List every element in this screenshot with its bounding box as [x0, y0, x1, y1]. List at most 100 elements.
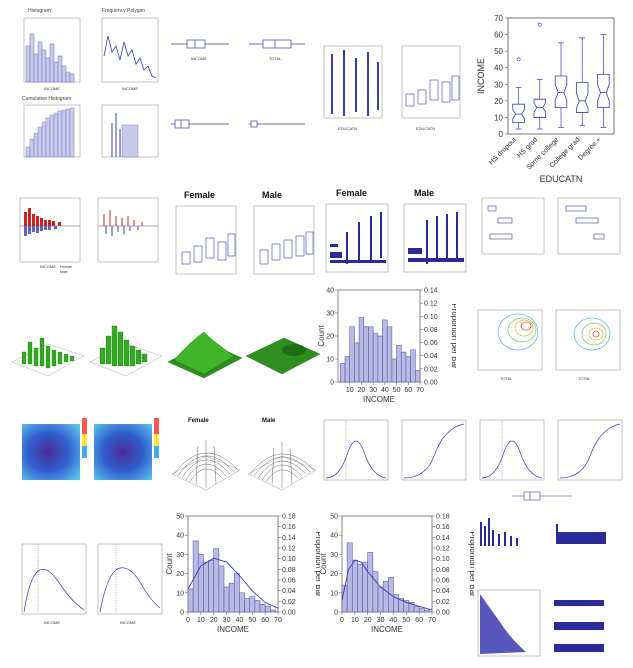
density-curve	[341, 559, 433, 611]
3d-bar-thumb-1	[11, 337, 85, 377]
x-axis-label: INCOME	[217, 625, 249, 634]
y-tick-label: 50	[330, 514, 338, 521]
y2-tick-label: 0.12	[436, 546, 450, 553]
y-tick-label: 40	[176, 533, 184, 540]
y-tick-label: 0	[499, 130, 504, 139]
hist-bar	[410, 349, 416, 383]
x-tick-label: 60	[415, 617, 423, 624]
hist-bar	[386, 326, 393, 383]
x-tick-label: 10	[346, 387, 354, 394]
y-tick-label: 20	[330, 571, 338, 578]
y-tick-label: 10	[494, 113, 503, 122]
y2-axis-label: Proportion per Bar	[468, 531, 474, 597]
contour-thumb-2: TOTAL	[555, 309, 621, 381]
hist-bar	[382, 319, 388, 383]
histogram-thumb-plot: INCOME	[23, 17, 81, 91]
hist-bar	[203, 561, 209, 613]
strip-plot-thumb-1: EDUCATN	[323, 45, 383, 131]
hist-bar	[351, 559, 358, 613]
hist-bar	[358, 317, 365, 383]
density-thumb-female: INCOME	[21, 543, 87, 625]
boxplot-b-label: TOTAL	[269, 56, 282, 61]
hist-bar	[259, 604, 266, 613]
hist-bar	[344, 356, 351, 383]
y-tick-label: 0	[180, 610, 184, 617]
y2-tick-label: 0.12	[282, 546, 296, 553]
wireframe-thumb-male	[247, 442, 317, 491]
y-tick-label: 50	[494, 47, 503, 56]
y2-tick-label: 0.02	[424, 366, 438, 373]
x-tick-label: 30	[369, 387, 377, 394]
income-histogram-density-chart: 0 10 20 30 40 50 0.00 0.02 0.04 0.06 0.08 0.10 0.12 0…	[165, 514, 320, 635]
y2-tick-label: 0.04	[424, 353, 438, 360]
contour-thumb-1: TOTAL	[477, 309, 543, 381]
y2-tick-label: 0.06	[424, 340, 438, 347]
x-tick-label: 20	[364, 617, 372, 624]
y2-tick-label: 0.02	[436, 599, 450, 606]
y2-tick-label: 0.06	[436, 578, 450, 585]
x-tick-label: 50	[402, 617, 410, 624]
male-title-3: Male	[262, 418, 276, 424]
hist-bar	[418, 607, 425, 613]
x-axis-label: EDUCATN	[540, 174, 583, 184]
density-curve	[187, 557, 279, 609]
notched-box	[512, 103, 525, 123]
x-tick-label: 40	[390, 617, 398, 624]
female-dotplot-thumb	[325, 203, 389, 273]
x-category-label: Degree +	[577, 136, 602, 161]
hist-bar	[391, 358, 397, 383]
x-tick-label: 60	[261, 617, 269, 624]
3d-surface-thumb-2	[245, 337, 321, 375]
contour-2-xlabel: TOTAL	[578, 376, 591, 381]
y2-tick-label: 0.04	[436, 588, 450, 595]
hist-bar	[423, 609, 430, 613]
back-to-back-spike-thumb	[97, 197, 159, 263]
hist-bar	[400, 351, 407, 383]
y-tick-label: 30	[326, 311, 334, 318]
y2-tick-label: 0.08	[436, 567, 450, 574]
hist-bar	[382, 580, 389, 613]
y-axis-label: INCOME	[476, 58, 486, 94]
x-tick-label: 70	[416, 387, 424, 394]
hist-bar	[415, 370, 421, 383]
female-title-1: Female	[184, 190, 216, 200]
hist-bar	[254, 600, 261, 613]
grouped-box-thumbs	[481, 197, 621, 255]
x-tick-label: 70	[428, 617, 436, 624]
notched-box	[597, 73, 610, 108]
y-tick-label: 70	[494, 14, 503, 23]
female-title-3: Female	[188, 418, 209, 424]
y2-tick-label: 0.08	[282, 567, 296, 574]
plot-frame	[507, 17, 615, 135]
y-axis-label: Count	[317, 325, 326, 347]
x-tick-label: 0	[186, 617, 190, 624]
y-tick-label: 0	[330, 380, 334, 387]
y2-tick-label: 0.14	[436, 535, 450, 542]
hist-bar	[269, 609, 276, 613]
income-histogram-chart: 0102030400.000.020.040.060.080.100.120.1…	[317, 288, 456, 405]
y-tick-label: 40	[326, 288, 334, 295]
y2-tick-label: 0.14	[424, 288, 438, 295]
cumulative-histogram-title: Cumulative Histogram	[22, 96, 72, 102]
y2-tick-label: 0.12	[424, 301, 438, 308]
hist-bar	[368, 326, 374, 383]
y-tick-label: 10	[326, 357, 334, 364]
hist-bar	[396, 344, 402, 383]
x-tick-label: 50	[248, 617, 256, 624]
y-tick-label: 40	[330, 533, 338, 540]
density-curve-thumbs	[323, 419, 623, 481]
box-outlier	[537, 22, 542, 27]
y2-tick-label: 0.06	[282, 578, 296, 585]
contour-1-xlabel: TOTAL	[500, 376, 513, 381]
bar-dot-thumbs	[477, 518, 606, 657]
notched-box	[554, 75, 568, 108]
y-tick-label: 10	[176, 590, 184, 597]
hist-bar	[239, 592, 245, 613]
hist-bar	[197, 554, 204, 613]
hist-bar	[357, 563, 363, 613]
y2-tick-label: 0.16	[282, 524, 296, 531]
3d-bar-thumb-2	[89, 325, 163, 377]
hist-bar	[264, 605, 271, 613]
male-boxplot-thumb	[253, 205, 315, 275]
x-tick-label: 10	[351, 617, 359, 624]
